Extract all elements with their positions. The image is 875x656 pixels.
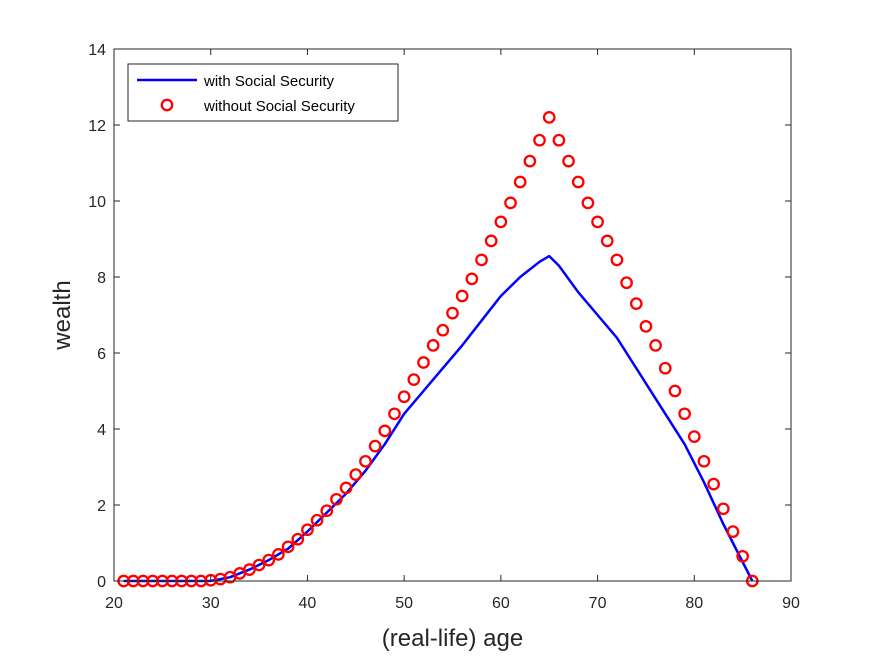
data-point <box>339 481 353 495</box>
data-point <box>446 306 459 320</box>
y-tick-label: 4 <box>97 422 106 439</box>
axes-box <box>113 48 792 582</box>
x-axis-title: (real-life) age <box>382 625 523 652</box>
y-tick-label: 12 <box>88 118 106 135</box>
data-point <box>310 513 324 527</box>
data-point <box>533 133 546 147</box>
data-point <box>736 549 749 563</box>
data-point <box>581 196 595 210</box>
data-point <box>571 175 585 189</box>
y-tick-label: 0 <box>97 574 106 591</box>
y-tick-label: 10 <box>88 194 106 211</box>
data-point <box>484 234 498 248</box>
y-axis-title: wealth <box>49 280 76 350</box>
y-tick-label: 14 <box>88 42 106 59</box>
legend-marker-swatch <box>160 98 174 112</box>
x-tick-label: 60 <box>492 595 510 612</box>
data-point <box>252 558 266 572</box>
x-tick-label: 20 <box>105 595 123 612</box>
data-point <box>504 196 517 210</box>
legend-box <box>127 63 399 122</box>
data-point <box>668 384 682 398</box>
data-point <box>243 563 256 576</box>
y-tick-label: 2 <box>97 498 106 515</box>
data-point <box>658 361 672 375</box>
plot-area <box>114 49 791 581</box>
data-point <box>639 320 653 333</box>
data-point <box>301 523 314 537</box>
data-point <box>687 430 701 443</box>
data-point <box>436 323 450 337</box>
x-tick-label: 50 <box>395 595 413 612</box>
data-point <box>494 215 508 229</box>
data-point <box>523 154 537 168</box>
data-point <box>417 356 430 369</box>
legend-label-without-social-security: without Social Security <box>203 98 355 115</box>
x-tick-label: 70 <box>589 595 607 612</box>
data-point <box>407 373 421 386</box>
data-point <box>426 339 440 352</box>
data-point <box>291 532 305 546</box>
series-with-social-security <box>123 254 754 583</box>
data-point <box>397 390 411 404</box>
data-point <box>678 407 691 421</box>
series-line <box>123 254 754 583</box>
data-point <box>542 111 556 124</box>
y-tick-label: 6 <box>97 346 106 363</box>
data-point <box>465 272 479 286</box>
data-point <box>513 175 527 189</box>
data-point <box>330 492 343 506</box>
data-point <box>320 504 334 518</box>
y-tick-label: 8 <box>97 270 106 287</box>
data-point <box>649 339 662 352</box>
data-point <box>368 439 382 453</box>
legend-label-with-social-security: with Social Security <box>203 73 335 90</box>
x-tick-label: 30 <box>202 595 220 612</box>
x-tick-label: 80 <box>685 595 703 612</box>
data-point <box>378 424 392 438</box>
data-point <box>620 276 633 290</box>
data-point <box>552 133 566 147</box>
legend: with Social Security without Social Secur… <box>127 63 399 122</box>
x-tick-label: 40 <box>299 595 317 612</box>
data-point <box>629 297 643 310</box>
data-point <box>349 468 363 481</box>
data-point <box>388 407 401 421</box>
data-point <box>591 215 604 229</box>
data-point <box>281 540 295 554</box>
x-tick-label: 90 <box>782 595 800 612</box>
data-point <box>716 502 730 516</box>
data-point <box>610 253 624 267</box>
data-point <box>455 289 469 303</box>
data-point <box>359 454 372 468</box>
data-point <box>562 154 575 168</box>
data-point <box>262 553 276 567</box>
data-point <box>697 454 711 468</box>
data-point <box>707 477 720 491</box>
data-point <box>475 253 488 267</box>
data-point <box>272 548 285 561</box>
data-point <box>726 525 740 538</box>
data-point <box>600 234 614 248</box>
axes-layer: 20 30 40 50 60 70 80 90 0 2 4 6 8 10 12 14 <box>88 42 800 612</box>
